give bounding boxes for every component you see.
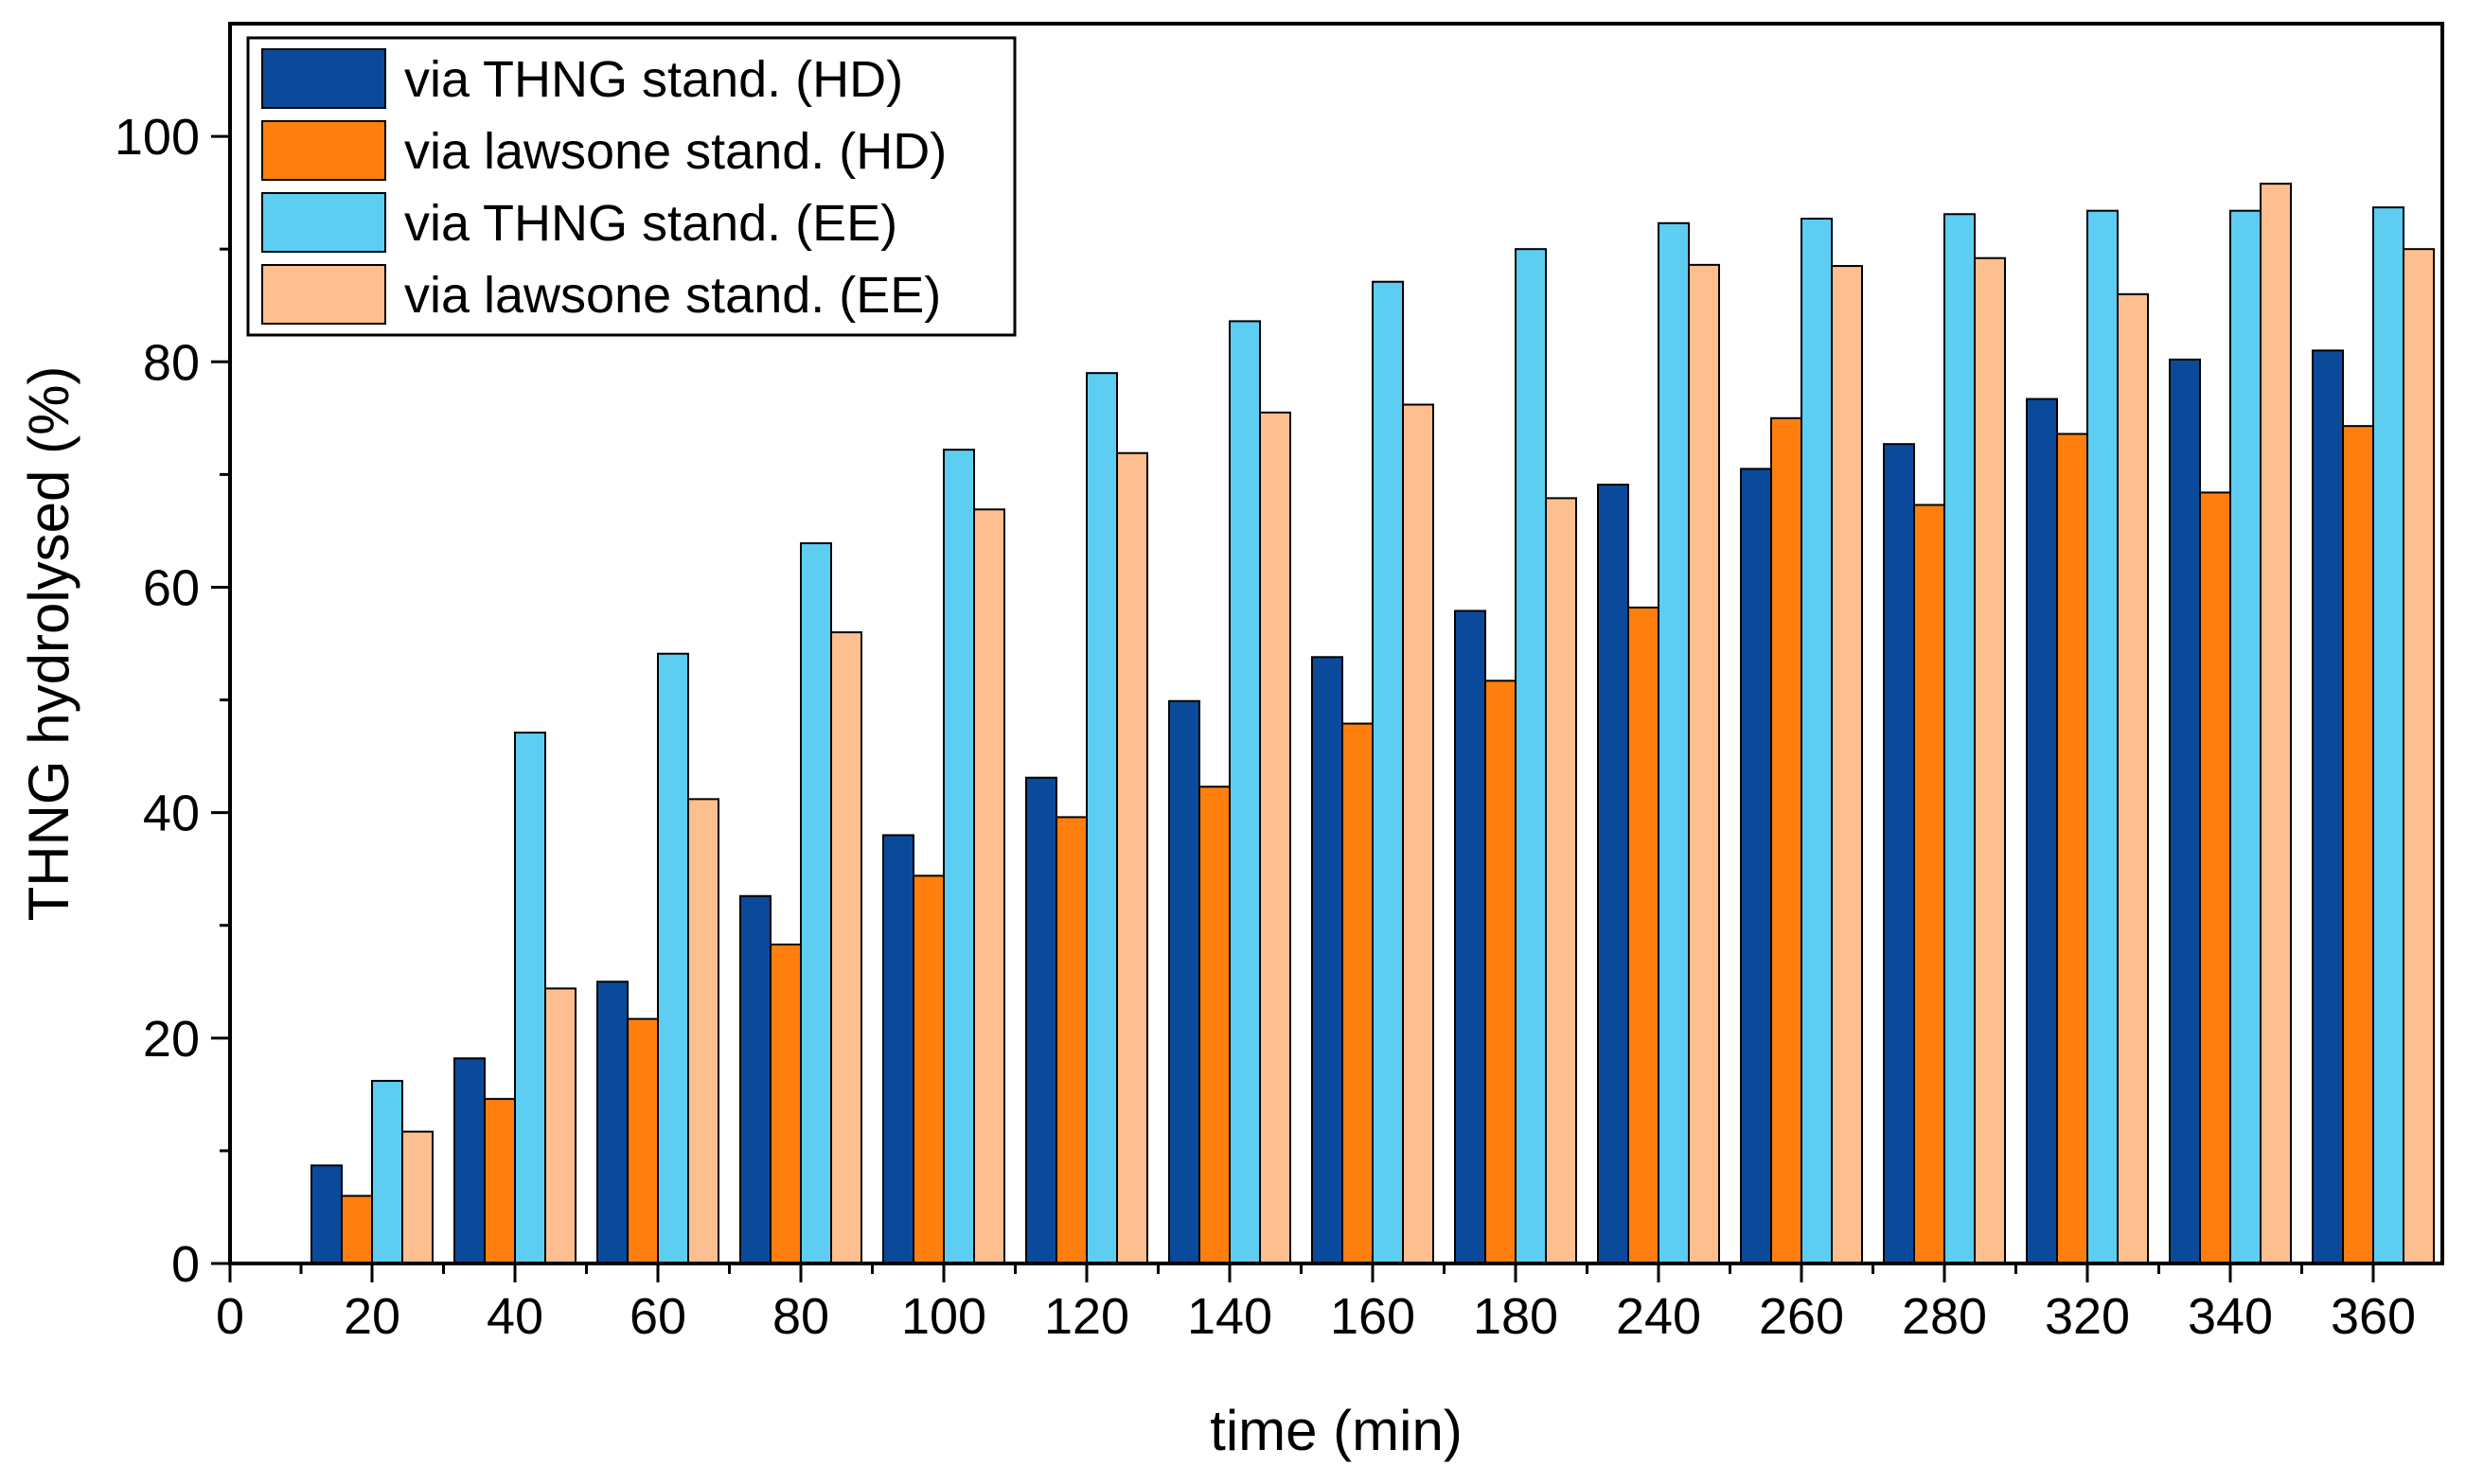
bar-2-340 xyxy=(2199,491,2231,1264)
x-axis-title: time (min) xyxy=(1210,1399,1463,1462)
bar-3-280 xyxy=(1943,213,1976,1264)
bar-2-20 xyxy=(341,1194,373,1264)
bar-3-140 xyxy=(1229,320,1261,1264)
y-tick-label: 0 xyxy=(171,1236,200,1293)
bar-4-120 xyxy=(1116,451,1148,1264)
legend-label: via THNG stand. (HD) xyxy=(404,51,903,108)
bar-3-40 xyxy=(514,732,546,1264)
bar-1-20 xyxy=(310,1164,343,1264)
bar-3-260 xyxy=(1801,218,1833,1265)
legend: via THNG stand. (HD) via lawsone stand. (… xyxy=(246,36,1017,337)
bar-2-140 xyxy=(1198,786,1231,1265)
bar-1-320 xyxy=(2026,398,2058,1264)
bar-4-60 xyxy=(687,798,719,1264)
bar-4-140 xyxy=(1259,411,1291,1264)
bar-1-240 xyxy=(1597,484,1629,1264)
x-tick-label: 280 xyxy=(1902,1288,1987,1345)
bar-1-160 xyxy=(1311,656,1343,1264)
plot-frame xyxy=(228,22,2444,1265)
bar-3-180 xyxy=(1515,248,1547,1265)
bar-2-80 xyxy=(770,943,802,1264)
bar-2-160 xyxy=(1341,722,1374,1264)
bar-4-280 xyxy=(1974,256,2006,1264)
x-tick-label: 140 xyxy=(1187,1288,1272,1345)
bar-2-360 xyxy=(2342,425,2374,1264)
x-axis: 0 20 40 60 80 100 120 140 160 180 240 260 280 320 340 3… xyxy=(216,1263,2416,1345)
bar-4-180 xyxy=(1545,497,1577,1264)
bar-2-100 xyxy=(913,874,945,1264)
x-tick-label: 340 xyxy=(2188,1288,2273,1345)
bar-3-120 xyxy=(1086,372,1118,1264)
bar-3-60 xyxy=(657,652,689,1264)
x-tick-label: 320 xyxy=(2045,1288,2130,1345)
x-tick-label: 180 xyxy=(1473,1288,1558,1345)
legend-label: via THNG stand. (EE) xyxy=(404,195,897,252)
bars-layer xyxy=(310,183,2435,1265)
bar-2-280 xyxy=(1913,504,1945,1264)
bar-4-80 xyxy=(830,631,862,1264)
bar-3-240 xyxy=(1658,221,1690,1265)
bar-1-360 xyxy=(2312,349,2344,1264)
y-tick-label: 20 xyxy=(143,1011,200,1068)
x-tick-label: 60 xyxy=(630,1288,686,1345)
bar-2-320 xyxy=(2056,433,2088,1264)
x-tick-label: 0 xyxy=(216,1288,244,1345)
bar-2-40 xyxy=(484,1098,516,1265)
legend-label: via lawsone stand. (EE) xyxy=(404,267,941,324)
bar-3-20 xyxy=(371,1080,403,1265)
bar-3-160 xyxy=(1372,280,1404,1265)
bar-2-60 xyxy=(627,1017,659,1265)
x-tick-label: 240 xyxy=(1616,1288,1701,1345)
x-tick-label: 260 xyxy=(1759,1288,1844,1345)
x-tick-label: 160 xyxy=(1330,1288,1415,1345)
x-tick-label: 20 xyxy=(344,1288,400,1345)
y-axis-title: THNG hydrolysed (%) xyxy=(17,366,80,922)
bar-1-100 xyxy=(882,834,914,1264)
legend-label: via lawsone stand. (HD) xyxy=(404,123,947,180)
bar-1-140 xyxy=(1168,699,1200,1264)
bar-1-180 xyxy=(1454,610,1486,1264)
bar-4-260 xyxy=(1831,265,1863,1265)
bar-1-120 xyxy=(1025,776,1057,1264)
bar-4-100 xyxy=(973,508,1005,1264)
bar-4-360 xyxy=(2403,248,2435,1265)
bar-2-120 xyxy=(1056,816,1088,1265)
x-tick-label: 40 xyxy=(487,1288,543,1345)
bar-1-60 xyxy=(596,980,629,1264)
legend-swatch xyxy=(261,264,386,325)
bar-2-240 xyxy=(1627,606,1659,1264)
bar-4-160 xyxy=(1402,403,1434,1264)
bar-1-80 xyxy=(739,894,772,1264)
bar-4-320 xyxy=(2117,292,2149,1264)
bar-3-100 xyxy=(943,449,975,1264)
legend-swatch xyxy=(261,120,386,181)
bar-4-240 xyxy=(1688,263,1720,1265)
bar-1-280 xyxy=(1883,443,1915,1264)
bar-3-320 xyxy=(2086,209,2119,1264)
x-tick-label: 80 xyxy=(772,1288,829,1345)
bar-3-80 xyxy=(800,542,832,1264)
bar-1-40 xyxy=(453,1057,486,1264)
y-tick-label: 60 xyxy=(143,559,200,616)
y-tick-label: 40 xyxy=(143,786,200,842)
legend-swatch xyxy=(261,48,386,109)
x-tick-label: 120 xyxy=(1044,1288,1129,1345)
y-tick-label: 80 xyxy=(143,334,200,391)
bar-3-340 xyxy=(2229,209,2262,1264)
bar-4-40 xyxy=(544,987,577,1265)
x-tick-label: 360 xyxy=(2331,1288,2416,1345)
bar-3-360 xyxy=(2372,206,2404,1265)
bar-2-180 xyxy=(1484,680,1517,1264)
bar-1-260 xyxy=(1740,468,1772,1264)
y-tick-label: 100 xyxy=(115,109,200,166)
bar-4-340 xyxy=(2260,183,2292,1264)
bar-2-260 xyxy=(1770,416,1802,1264)
legend-swatch xyxy=(261,192,386,253)
y-axis: 0 20 40 60 80 100 xyxy=(115,109,230,1293)
x-tick-label: 100 xyxy=(901,1288,986,1345)
bar-4-20 xyxy=(401,1130,434,1265)
bar-1-340 xyxy=(2169,358,2201,1264)
